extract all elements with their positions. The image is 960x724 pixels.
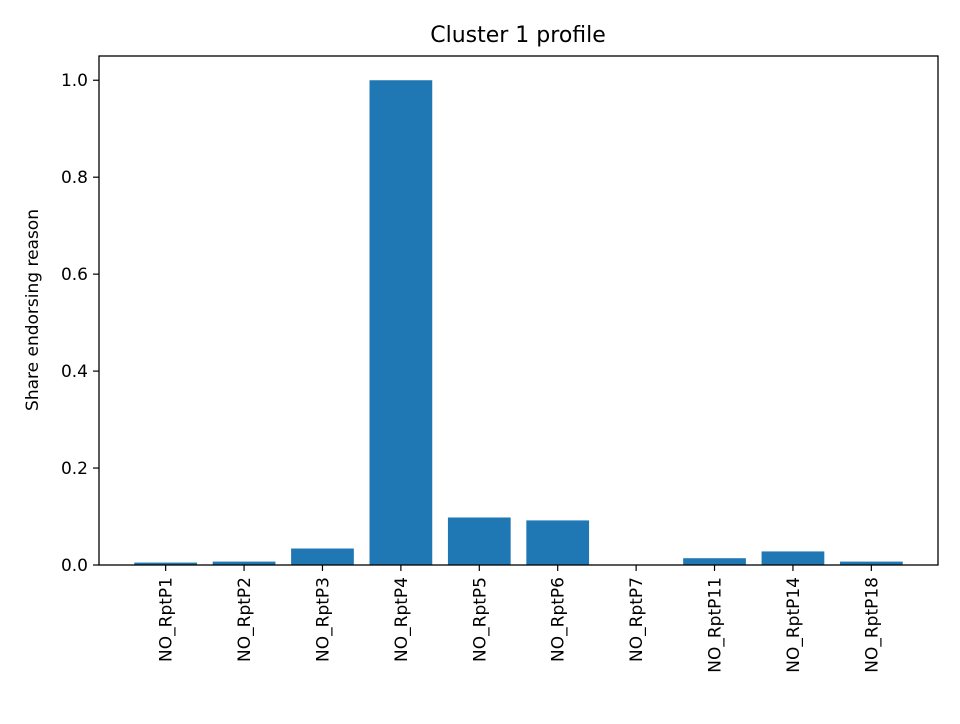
- y-axis-label: Share endorsing reason: [23, 209, 43, 411]
- bar-no-rptp11: [683, 558, 746, 565]
- chart-title: Cluster 1 profile: [430, 23, 606, 48]
- x-tick-label: NO_RptP18: [862, 577, 882, 673]
- x-axis: NO_RptP1 NO_RptP2 NO_RptP3 NO_RptP4 NO_RptP5…: [157, 565, 882, 673]
- bar-no-rptp2: [212, 561, 276, 565]
- x-tick-label: NO_RptP7: [627, 577, 647, 662]
- y-tick-label: 1.0: [61, 71, 88, 91]
- y-tick-label: 0.8: [61, 168, 88, 188]
- plot-frame: [98, 55, 939, 566]
- x-tick-label: NO_RptP5: [470, 577, 490, 662]
- x-tick-label: NO_RptP1: [157, 577, 177, 662]
- bar-no-rptp1: [134, 562, 198, 565]
- y-axis: 0.0 0.2 0.4 0.6 0.8 1.0: [61, 71, 99, 576]
- y-tick-label: 0.2: [61, 459, 88, 479]
- x-tick-label: NO_RptP11: [706, 577, 726, 673]
- x-tick-label: NO_RptP2: [235, 577, 255, 662]
- bar-no-rptp18: [839, 561, 903, 565]
- y-tick-label: 0.4: [61, 362, 88, 382]
- bars-layer: [134, 80, 903, 565]
- bar-no-rptp5: [447, 517, 511, 565]
- bar-no-rptp4: [369, 80, 433, 565]
- bar-no-rptp14: [761, 551, 825, 565]
- x-tick-label: NO_RptP14: [784, 577, 804, 673]
- y-tick-label: 0.6: [61, 265, 88, 285]
- bar-no-rptp6: [526, 520, 590, 565]
- y-tick-label: 0.0: [61, 556, 88, 576]
- x-tick-label: NO_RptP3: [313, 577, 333, 662]
- x-tick-label: NO_RptP4: [392, 577, 412, 662]
- bar-no-rptp3: [291, 548, 354, 565]
- x-tick-label: NO_RptP6: [549, 577, 569, 662]
